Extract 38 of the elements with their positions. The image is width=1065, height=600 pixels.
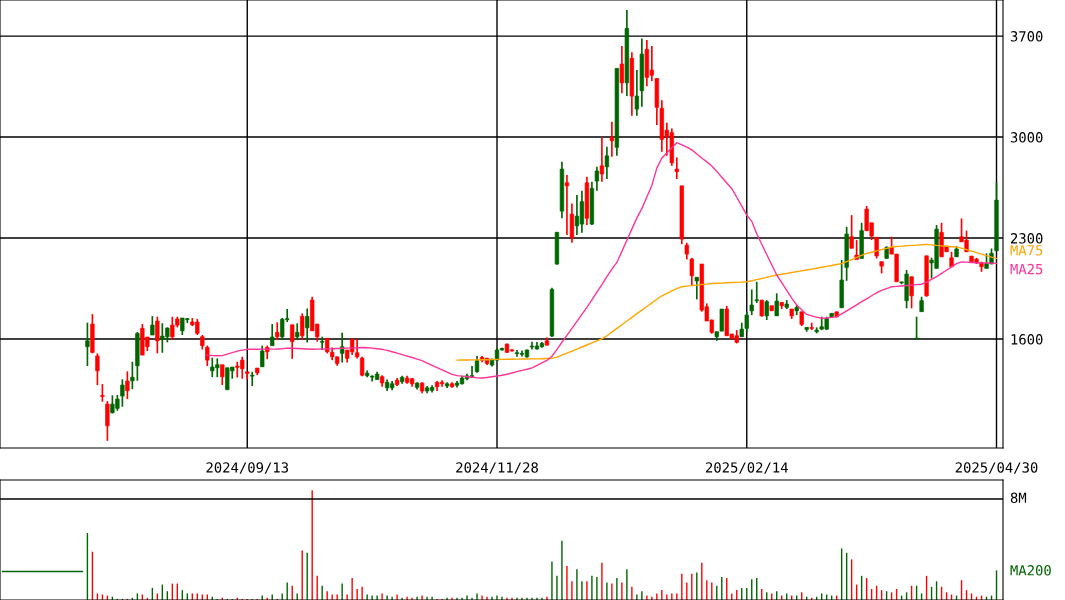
candlestick xyxy=(155,315,160,355)
candlestick xyxy=(994,181,999,252)
candlestick xyxy=(839,259,844,309)
candlestick xyxy=(859,221,864,260)
y-tick-label: 3700 xyxy=(1010,31,1043,42)
y-tick-label: 1600 xyxy=(1011,334,1043,345)
series-label: MA75 xyxy=(1010,245,1043,256)
candlestick xyxy=(120,378,125,408)
candlestick xyxy=(250,370,255,387)
candlestick xyxy=(135,331,140,382)
line-series xyxy=(206,142,998,379)
text: MA200 xyxy=(1010,565,1051,576)
candlestick xyxy=(444,381,450,389)
x-tick-label: 2025/04/30 xyxy=(955,462,1038,474)
candlestick xyxy=(374,370,380,381)
candlestick xyxy=(245,370,250,381)
candlestick xyxy=(849,214,854,250)
candlestick xyxy=(130,360,135,390)
candlestick xyxy=(150,315,155,336)
candlestick xyxy=(844,225,849,282)
ref-line-label: 8M xyxy=(1010,492,1027,504)
candlestick xyxy=(85,321,90,367)
candlestick xyxy=(874,236,879,260)
x-tick-label: 2025/02/14 xyxy=(705,462,788,474)
candlestick xyxy=(914,315,919,341)
x-tick-label: 2024/11/28 xyxy=(456,462,538,474)
candlestick xyxy=(90,313,95,355)
candlestick xyxy=(125,370,130,400)
y-tick-label: 3000 xyxy=(1010,132,1043,143)
y-tick-label: 2300 xyxy=(1010,233,1043,244)
candlestick xyxy=(529,340,535,351)
candlestick xyxy=(95,352,100,386)
candlestick xyxy=(809,321,814,331)
x-tick-label: 2024/09/13 xyxy=(206,462,289,474)
candlestick xyxy=(105,400,110,442)
candlestick xyxy=(320,335,325,351)
series-label: MA25 xyxy=(1010,263,1043,275)
candlestick xyxy=(924,254,929,298)
